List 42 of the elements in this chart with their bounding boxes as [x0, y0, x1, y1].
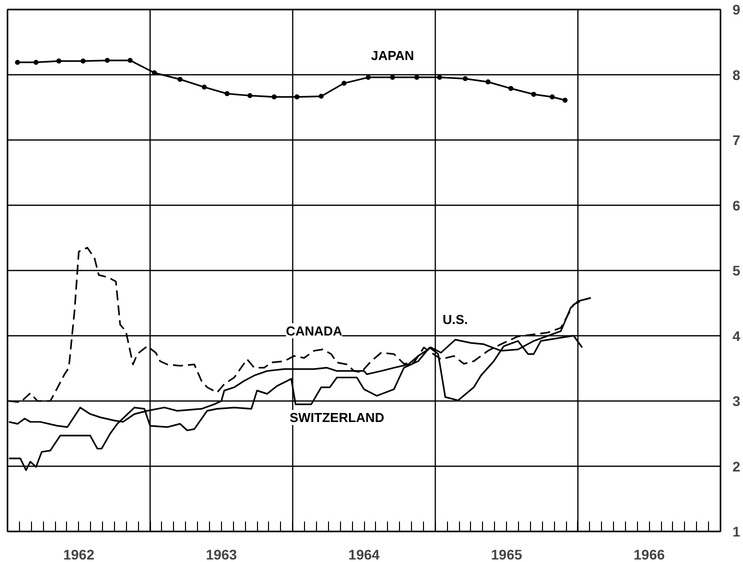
point	[294, 94, 300, 100]
x-tick-label: 1966	[634, 546, 665, 562]
y-tick-label: 4	[732, 328, 740, 344]
y-tick-label: 7	[732, 132, 740, 148]
y-tick-label: 1	[732, 524, 740, 540]
point	[247, 93, 252, 98]
point	[437, 74, 442, 80]
point	[202, 84, 207, 90]
point	[562, 98, 568, 103]
point	[508, 86, 514, 91]
x-tick-label: 1964	[348, 546, 380, 562]
series-label: CANADA	[286, 323, 343, 338]
series-label: JAPAN	[370, 48, 414, 63]
point	[104, 58, 110, 63]
point	[390, 74, 396, 80]
y-tick-label: 3	[732, 393, 740, 409]
point	[414, 74, 420, 80]
series-label: U.S.	[442, 312, 468, 328]
point	[224, 91, 230, 96]
point	[178, 76, 183, 82]
series-label: SWITZERLAND	[290, 410, 384, 426]
point	[56, 58, 62, 64]
y-tick-label: 6	[732, 197, 740, 214]
y-tick-label: 9	[732, 2, 740, 18]
x-tick-label: 1965	[491, 546, 522, 562]
point	[128, 58, 133, 63]
point	[531, 92, 536, 97]
point	[34, 60, 39, 65]
x-tick-label: 1962	[63, 546, 95, 562]
y-tick-label: 5	[732, 262, 740, 278]
point	[462, 76, 468, 82]
point	[550, 94, 555, 100]
point	[486, 79, 491, 84]
y-tick-label: 2	[732, 458, 740, 474]
point	[342, 80, 347, 86]
y-tick-label: 8	[732, 66, 740, 83]
point	[14, 60, 20, 65]
point	[80, 58, 86, 64]
x-tick-label: 1963	[206, 546, 238, 562]
point	[366, 74, 371, 80]
point	[318, 94, 324, 99]
point	[272, 94, 277, 100]
